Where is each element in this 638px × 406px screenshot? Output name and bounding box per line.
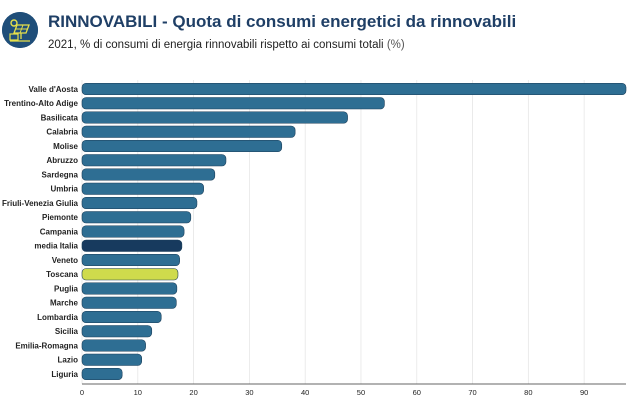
category-label: Sicilia (55, 327, 79, 336)
category-label: media Italia (34, 242, 78, 251)
category-label: Veneto (52, 256, 78, 265)
bar (81, 82, 627, 96)
x-tick-label: 20 (189, 388, 197, 397)
category-label: Calabria (46, 128, 78, 137)
category-label: Sardegna (42, 170, 79, 179)
title-text: - Quota di consumi energetici da rinnova… (157, 12, 517, 31)
header: RINNOVABILI - Quota di consumi energetic… (0, 0, 638, 70)
category-label: Emilia-Romagna (15, 341, 78, 350)
category-label: Liguria (51, 370, 78, 379)
x-tick-label: 80 (524, 388, 532, 397)
category-label: Umbria (50, 185, 78, 194)
x-tick-label: 50 (357, 388, 365, 397)
category-label: Piemonte (42, 213, 79, 222)
category-label: Campania (40, 227, 79, 236)
subtitle-unit: (%) (386, 39, 405, 51)
x-tick-label: 10 (134, 388, 142, 397)
bar (81, 325, 153, 338)
title-keyword: RINNOVABILI (48, 12, 158, 31)
bar (81, 139, 283, 153)
category-label: Trentino-Alto Adige (4, 99, 78, 108)
x-axis: 0 10 20 30 40 50 60 70 80 90 (80, 383, 626, 397)
x-tick-label: 90 (580, 388, 588, 397)
category-label: Toscana (46, 270, 78, 279)
bar (81, 339, 146, 352)
bar (81, 310, 162, 324)
bar (81, 125, 296, 138)
x-tick-label: 60 (413, 388, 421, 397)
bar (81, 168, 216, 181)
bar (81, 111, 348, 124)
category-label: Marche (50, 299, 79, 308)
bar (81, 282, 178, 295)
bar (81, 268, 179, 281)
category-label: Basilicata (41, 113, 79, 122)
bar (81, 239, 183, 252)
x-tick-label: 0 (80, 388, 84, 397)
bar (81, 225, 185, 238)
bar (81, 353, 143, 366)
category-label: Lombardia (37, 313, 78, 322)
bar (81, 211, 192, 224)
category-label: Friuli-Venezia Giulia (2, 199, 79, 208)
bars (81, 82, 627, 381)
bar (81, 182, 204, 195)
bar (81, 253, 180, 267)
bar (81, 367, 123, 381)
bar (81, 296, 177, 309)
chart-subtitle: 2021, % di consumi di energia rinnovabil… (48, 39, 405, 51)
category-label: Molise (53, 142, 78, 151)
bar (81, 196, 198, 210)
solar-panel-house-icon (2, 12, 38, 48)
page-title: RINNOVABILI - Quota di consumi energetic… (48, 12, 516, 32)
x-tick-label: 40 (301, 388, 309, 397)
x-tick-label: 30 (245, 388, 253, 397)
bar (81, 97, 385, 110)
category-label: Puglia (54, 284, 79, 293)
subtitle-text: 2021, % di consumi di energia rinnovabil… (48, 39, 384, 51)
category-label: Abruzzo (46, 156, 78, 165)
category-labels: Valle d'Aosta Trentino-Alto Adige Basilica… (2, 85, 79, 379)
bar (81, 154, 227, 167)
x-tick-label: 70 (468, 388, 476, 397)
category-label: Valle d'Aosta (29, 85, 79, 94)
category-label: Lazio (58, 356, 79, 365)
